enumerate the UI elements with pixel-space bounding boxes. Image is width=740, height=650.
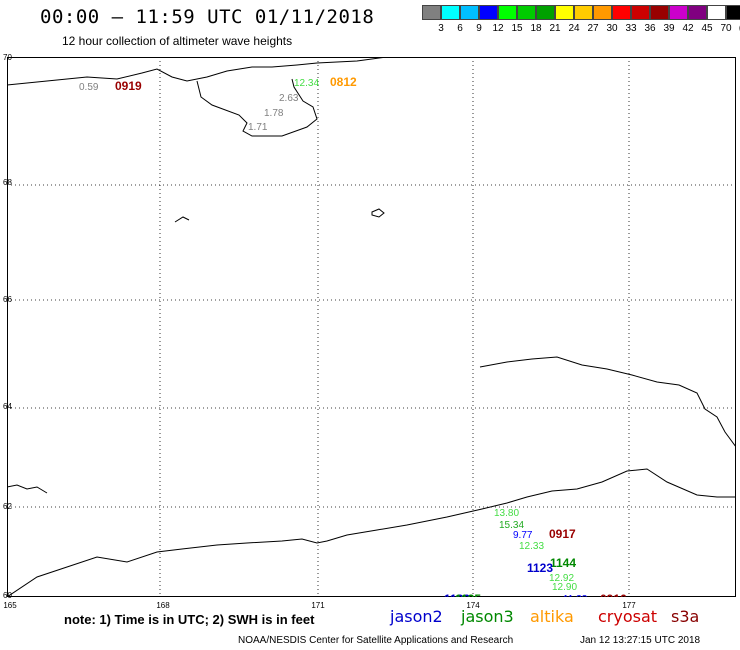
legend-s3a: s3a [671, 607, 700, 626]
scale-label: 24 [568, 23, 580, 34]
scale-swatch [498, 5, 517, 20]
legend-jason3: jason3 [461, 607, 514, 626]
scale-swatch [688, 5, 707, 20]
wave-height-label: 2.63 [279, 93, 299, 104]
scale-label: 15 [511, 23, 523, 34]
pass-time-label: 0916 [600, 592, 627, 597]
wave-height-label: 13.80 [494, 508, 519, 519]
altimeter-readings: 0.59 0919 12.34 0812 2.63 1.78 1.71 13.8015.349… [79, 75, 627, 597]
lat-label: 64 [3, 402, 12, 411]
scale-swatch [555, 5, 574, 20]
generated-timestamp: Jan 12 13:27:15 UTC 2018 [580, 635, 701, 646]
scale-swatch [536, 5, 555, 20]
scale-swatch [574, 5, 593, 20]
map-panel: 0.59 0919 12.34 0812 2.63 1.78 1.71 13.8015.349… [7, 57, 736, 597]
scale-label: 42 [682, 23, 694, 34]
pass-time-label: 1123 [527, 561, 553, 575]
kotzebue-sound [196, 78, 318, 137]
pass-time-label: 0917 [549, 527, 576, 541]
footer-note: note: 1) Time is in UTC; 2) SWH is in fe… [64, 612, 315, 627]
legend-altika: altika [530, 607, 574, 626]
scale-swatch [612, 5, 631, 20]
scale-swatch [593, 5, 612, 20]
wave-height-label: 12.90 [552, 582, 577, 593]
legend-jason2: jason2 [390, 607, 443, 626]
wave-height-label: 1.71 [248, 122, 268, 133]
wave-height-label: 9.77 [513, 530, 533, 541]
map-subtitle: 12 hour collection of altimeter wave hei… [62, 34, 293, 48]
wave-height-label: 1.78 [264, 108, 284, 119]
lat-label: 66 [3, 295, 12, 304]
scale-label: (ft) [739, 23, 740, 34]
wave-height-label: 15.34 [499, 520, 524, 531]
scale-label: 45 [701, 23, 713, 34]
coastlines [7, 57, 736, 597]
wave-height-label: 11.33 [563, 594, 588, 597]
west-coast [7, 484, 48, 494]
small-island [371, 208, 385, 218]
scale-label: 27 [587, 23, 599, 34]
graticule [7, 57, 736, 597]
wave-height-label: 12.92 [549, 573, 574, 584]
scale-label: 70 [720, 23, 732, 34]
scale-swatch [460, 5, 479, 20]
lon-label: 171 [311, 601, 325, 610]
scale-label: 18 [530, 23, 542, 34]
map-title: 00:00 – 11:59 UTC 01/11/2018 [40, 6, 375, 28]
scale-swatch [669, 5, 688, 20]
wave-height-label: 0.59 [79, 82, 99, 93]
scale-label: 9 [476, 23, 482, 34]
pass-time-label: 1144 [550, 556, 576, 570]
north-coast [7, 57, 388, 86]
color-scale [422, 5, 740, 20]
scale-swatch [726, 5, 740, 20]
scale-label: 30 [606, 23, 618, 34]
scale-swatch [650, 5, 669, 20]
scale-swatch [422, 5, 441, 20]
scale-swatch [441, 5, 460, 20]
pass-time-label: 0812 [330, 75, 357, 89]
pass-time-label: 1122 [444, 592, 470, 597]
scale-label: 21 [549, 23, 561, 34]
lon-label: 165 [3, 601, 17, 610]
south-coast [7, 468, 736, 597]
legend-cryosat: cryosat [598, 607, 658, 626]
lon-label: 174 [466, 601, 480, 610]
scale-label: 33 [625, 23, 637, 34]
lon-label: 168 [156, 601, 170, 610]
credit-line: NOAA/NESDIS Center for Satellite Applica… [238, 635, 514, 646]
lat-label: 70 [3, 53, 12, 62]
wave-height-label: 12.34 [294, 78, 319, 89]
lat-label: 62 [3, 502, 12, 511]
lat-label: 68 [3, 178, 12, 187]
scale-swatch [707, 5, 726, 20]
pass-time-label: 0919 [115, 79, 142, 93]
scale-label: 12 [492, 23, 504, 34]
lon-label: 177 [622, 601, 636, 610]
scale-label: 39 [663, 23, 675, 34]
lat-label: 60 [3, 591, 12, 600]
scale-swatch [631, 5, 650, 20]
scale-label: 36 [644, 23, 656, 34]
scale-swatch [517, 5, 536, 20]
pass-time-label: 1125 [455, 592, 481, 597]
islet-west [174, 216, 190, 223]
scale-label: 3 [438, 23, 444, 34]
map-frame [7, 57, 736, 597]
wave-height-label: 12.33 [519, 541, 544, 552]
scale-label: 6 [457, 23, 463, 34]
scale-swatch [479, 5, 498, 20]
northeast-coast [479, 356, 736, 448]
